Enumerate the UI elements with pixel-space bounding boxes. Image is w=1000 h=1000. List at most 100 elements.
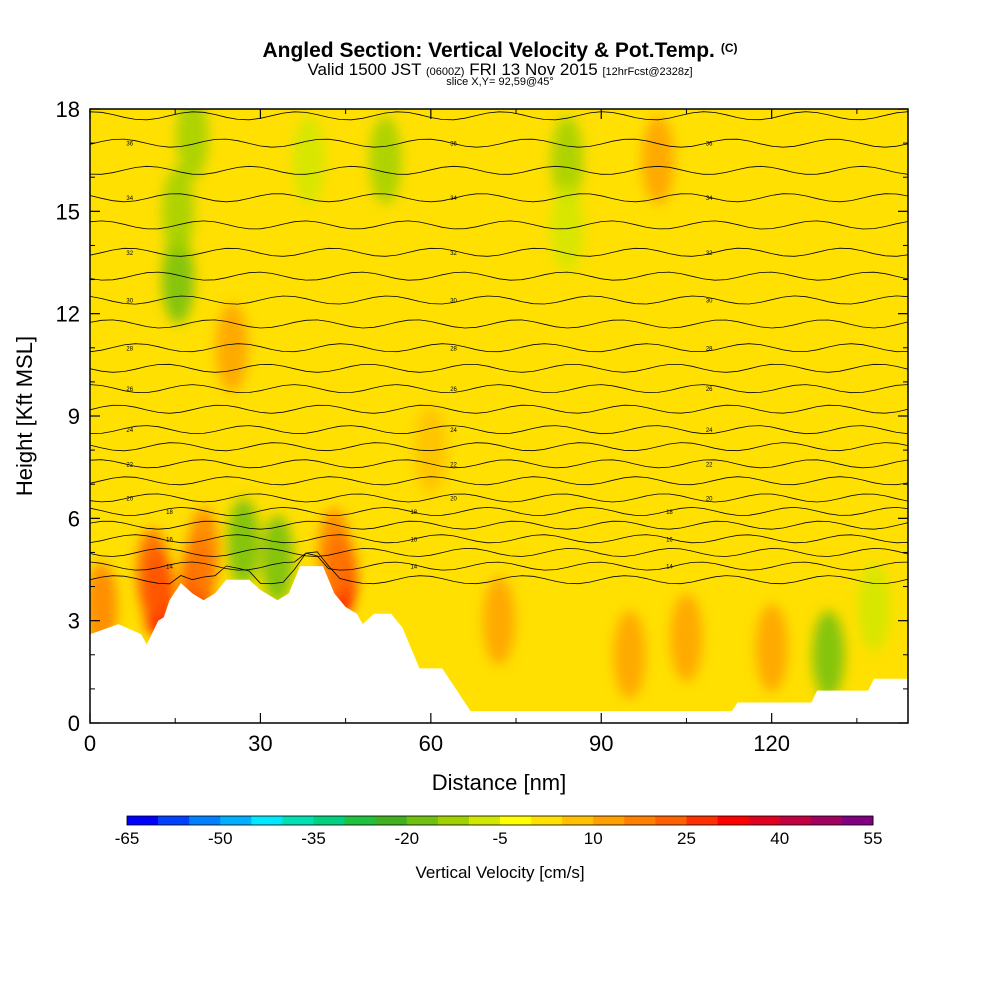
theta-isoline bbox=[90, 459, 908, 469]
theta-isoline bbox=[90, 552, 908, 571]
theta-label: 34 bbox=[126, 196, 133, 202]
theta-isoline bbox=[90, 319, 908, 329]
valid-date: FRI 13 Nov 2015 bbox=[469, 60, 598, 79]
colorbar-swatch bbox=[531, 816, 563, 825]
colorbar-swatch bbox=[748, 816, 781, 825]
colorbar-swatch bbox=[127, 816, 159, 825]
velocity-cell bbox=[483, 576, 515, 665]
colorbar-label: -5 bbox=[492, 829, 507, 848]
colorbar-label: -35 bbox=[301, 829, 326, 848]
velocity-cell bbox=[227, 498, 260, 587]
theta-isoline bbox=[90, 220, 908, 230]
colorbar-swatch bbox=[158, 816, 190, 825]
x-tick-label: 120 bbox=[753, 731, 790, 756]
theta-isoline bbox=[90, 165, 908, 175]
theta-label: 14 bbox=[410, 565, 417, 571]
theta-label: 30 bbox=[450, 299, 457, 305]
velocity-cell bbox=[369, 116, 402, 205]
theta-label: 18 bbox=[166, 510, 173, 516]
theta-label: 36 bbox=[126, 142, 133, 148]
theta-label: 26 bbox=[450, 387, 457, 393]
chart-title: Angled Section: Vertical Velocity & Pot.… bbox=[0, 36, 1000, 63]
theta-label: 20 bbox=[450, 496, 457, 502]
colorbar-swatch bbox=[251, 816, 283, 825]
y-tick-label: 6 bbox=[68, 506, 80, 531]
velocity-cell bbox=[857, 563, 890, 652]
colorbar-swatch bbox=[220, 816, 252, 825]
velocity-cell bbox=[162, 167, 195, 256]
colorbar-swatch bbox=[717, 816, 750, 825]
theta-isoline bbox=[90, 138, 908, 148]
colorbar-label: 10 bbox=[584, 829, 603, 848]
plot-area: 14 14 14 16 16 16 18 18 18 20 20 20 22 22 22 24 24 24 26 26… bbox=[90, 109, 908, 723]
velocity-cell bbox=[642, 116, 675, 205]
colorbar-title: Vertical Velocity [cm/s] bbox=[415, 863, 585, 882]
x-tick-label: 90 bbox=[589, 731, 613, 756]
theta-label: 24 bbox=[706, 428, 713, 434]
valid-time-utc: (0600Z) bbox=[425, 66, 465, 78]
x-tick-label: 0 bbox=[84, 731, 96, 756]
theta-label: 14 bbox=[166, 565, 173, 571]
colorbar-swatch bbox=[686, 816, 719, 825]
y-tick-label: 15 bbox=[56, 199, 80, 224]
theta-isoline bbox=[90, 493, 908, 503]
x-tick-label: 60 bbox=[419, 731, 443, 756]
theta-isoline bbox=[90, 384, 908, 394]
velocity-cell bbox=[176, 109, 209, 181]
y-axis-label: Height [Kft MSL] bbox=[12, 336, 37, 496]
theta-label: 16 bbox=[166, 537, 173, 543]
terrain-mask bbox=[90, 566, 908, 723]
theta-label: 18 bbox=[666, 510, 673, 516]
colorbar-label: -50 bbox=[208, 829, 233, 848]
slice-info: slice X,Y= 92,59@45° bbox=[446, 76, 554, 88]
velocity-cell bbox=[216, 303, 249, 392]
theta-isoline bbox=[90, 343, 908, 353]
velocity-cell bbox=[292, 116, 325, 205]
forecast-info: [12hrFcst@2328z] bbox=[602, 66, 693, 78]
theta-isoline bbox=[90, 271, 908, 281]
theta-isoline bbox=[90, 442, 908, 452]
theta-label: 28 bbox=[450, 346, 457, 352]
theta-label: 28 bbox=[706, 346, 713, 352]
colorbar-swatch bbox=[437, 816, 470, 825]
theta-label: 14 bbox=[666, 565, 673, 571]
y-tick-label: 18 bbox=[56, 97, 80, 122]
theta-isoline bbox=[90, 247, 908, 257]
theta-isoline bbox=[90, 520, 908, 530]
colorbar-swatch bbox=[841, 816, 874, 825]
colorbar-swatch bbox=[406, 816, 439, 825]
theta-label: 26 bbox=[706, 387, 713, 393]
colorbar-swatch bbox=[655, 816, 687, 825]
theta-isoline bbox=[90, 551, 908, 585]
colorbar-swatch bbox=[810, 816, 843, 825]
colorbar: -65 -50 -35 -20 -5 10 25 40 55 bbox=[115, 815, 883, 848]
colorbar-swatch bbox=[375, 816, 408, 825]
theta-isoline bbox=[90, 425, 908, 435]
theta-label: 32 bbox=[450, 251, 457, 257]
velocity-cell bbox=[187, 508, 220, 597]
theta-isoline bbox=[90, 476, 908, 486]
x-tick-label: 30 bbox=[248, 731, 272, 756]
colorbar-label: 25 bbox=[677, 829, 696, 848]
colorbar-swatch bbox=[624, 816, 656, 825]
velocity-field bbox=[90, 109, 890, 699]
theta-label: 30 bbox=[126, 299, 133, 305]
velocity-cell bbox=[613, 610, 646, 699]
colorbar-label: -20 bbox=[394, 829, 419, 848]
theta-label: 36 bbox=[706, 142, 713, 148]
colorbar-swatch bbox=[344, 816, 377, 825]
velocity-cell bbox=[136, 528, 169, 617]
colorbar-swatch bbox=[562, 816, 594, 825]
theta-label: 22 bbox=[706, 462, 713, 468]
theta-isoline bbox=[90, 193, 908, 203]
theta-label: 24 bbox=[450, 428, 457, 434]
colorbar-label: 55 bbox=[864, 829, 883, 848]
theta-label: 18 bbox=[410, 510, 417, 516]
colorbar-label: -65 bbox=[115, 829, 140, 848]
theta-isoline bbox=[90, 547, 908, 557]
theta-label: 32 bbox=[126, 251, 133, 257]
theta-isoline bbox=[90, 506, 908, 516]
y-tick-label: 0 bbox=[68, 711, 80, 736]
velocity-cell bbox=[812, 610, 845, 699]
theta-label: 34 bbox=[450, 196, 457, 202]
